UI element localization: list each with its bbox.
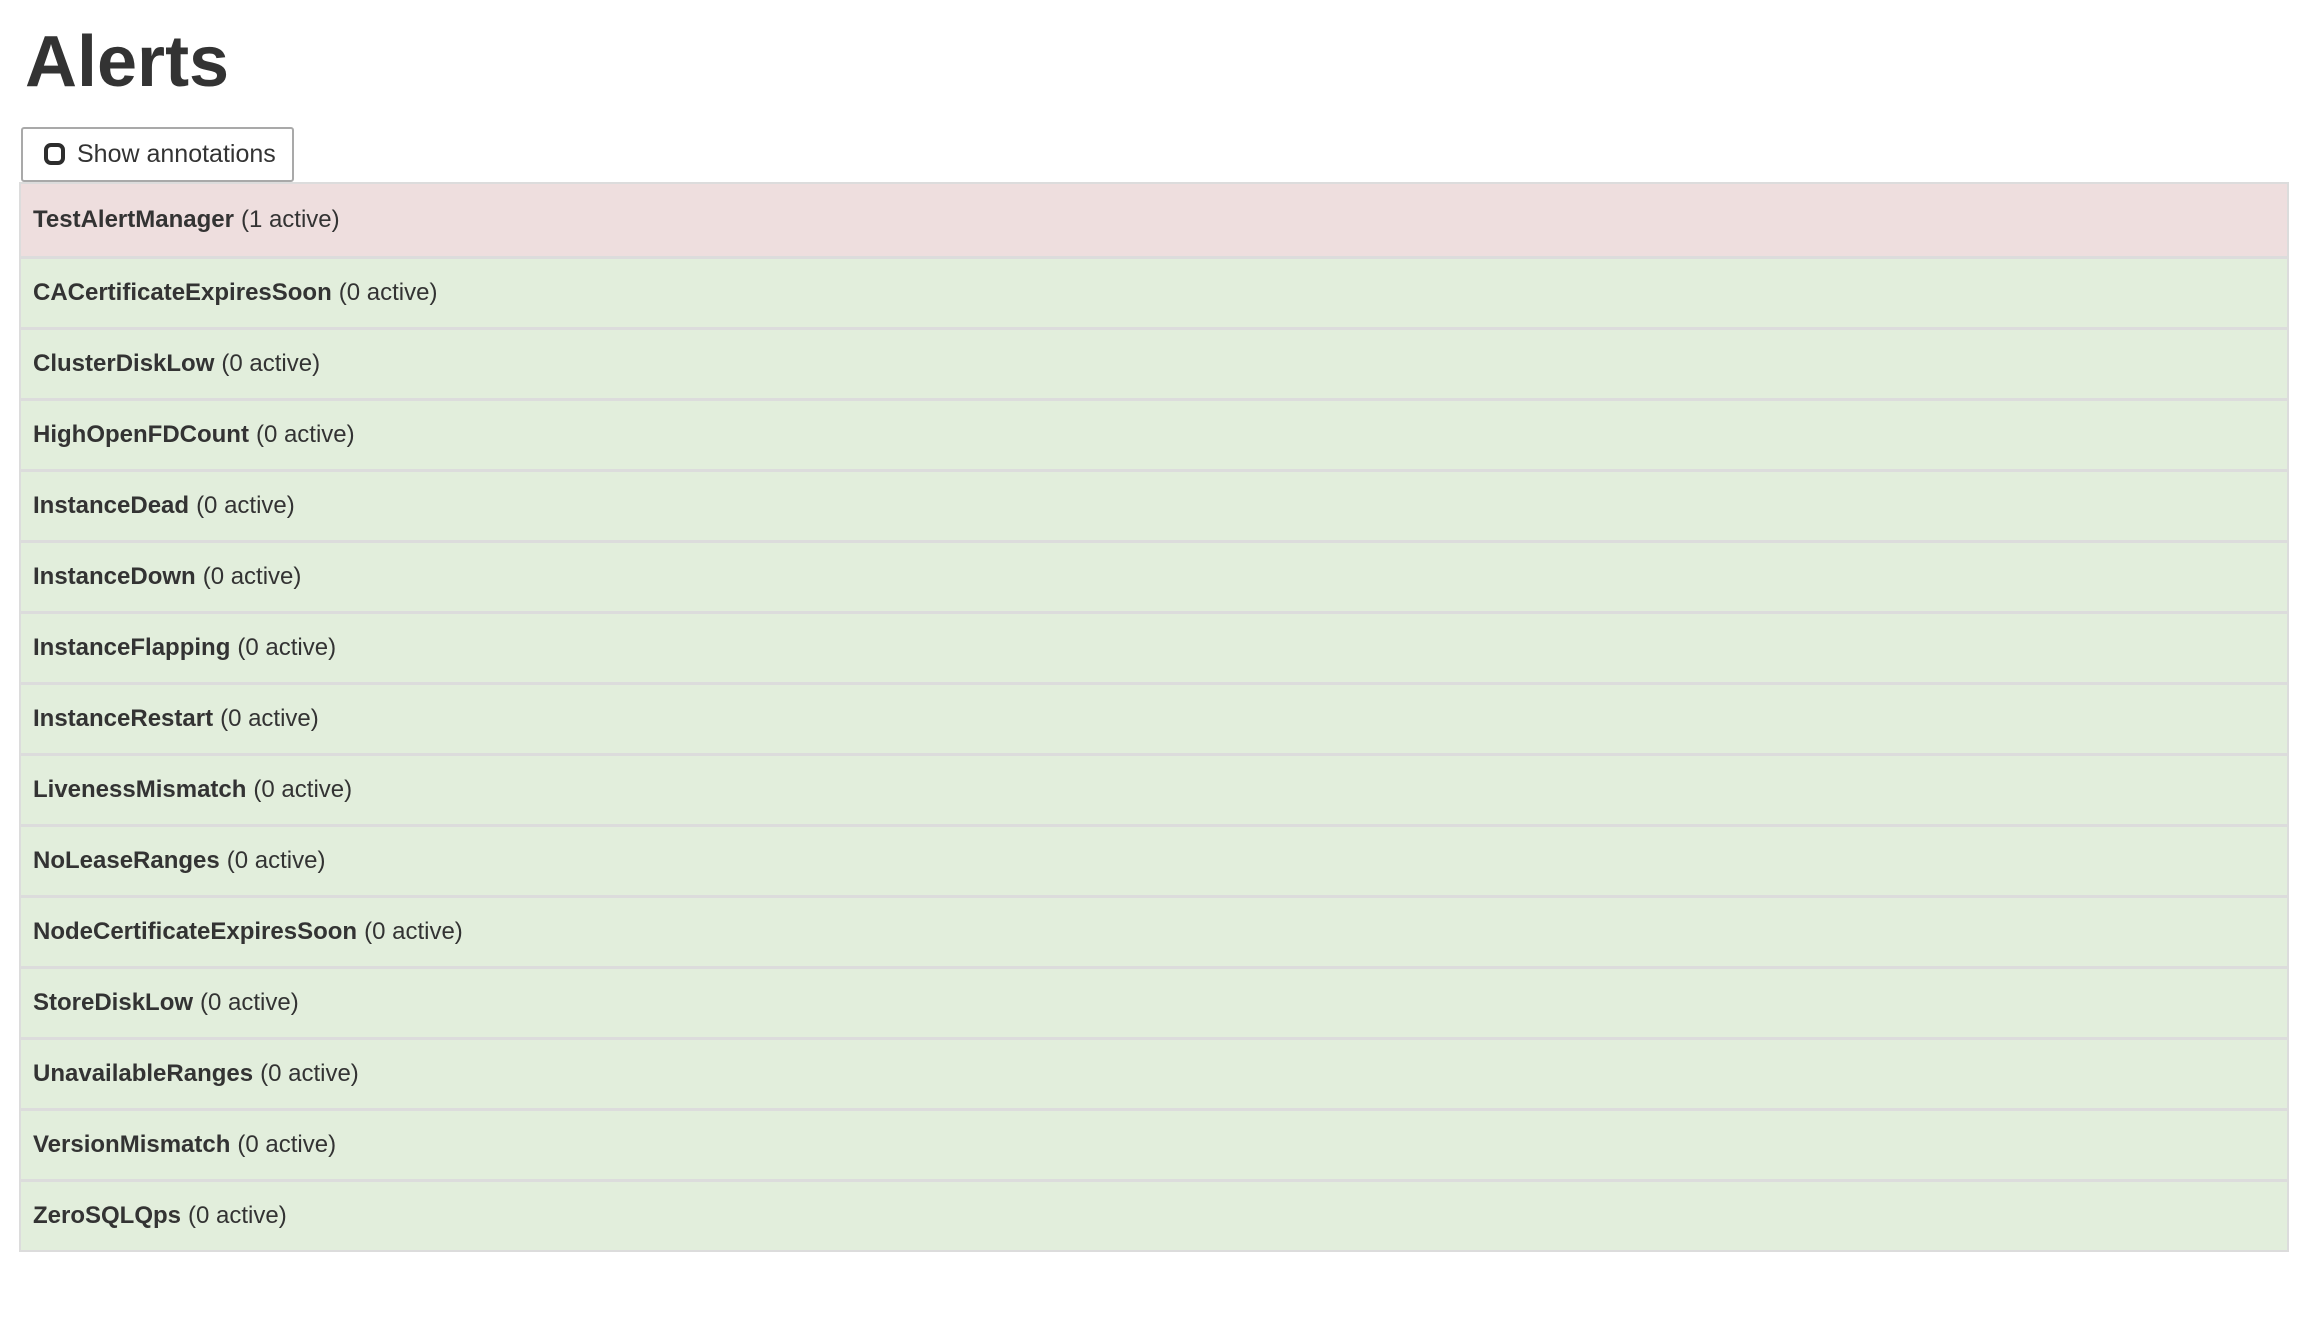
page-title: Alerts [25, 22, 230, 102]
alert-active-count: (0 active) [237, 633, 337, 661]
show-annotations-button[interactable]: Show annotations [21, 126, 294, 182]
alert-row[interactable]: HighOpenFDCount (0 active) [21, 397, 2287, 469]
alerts-table: TestAlertManager (1 active) CACertificat… [19, 181, 2289, 1252]
alert-row[interactable]: NoLeaseRanges (0 active) [21, 823, 2287, 895]
alert-name: StoreDiskLow [33, 988, 194, 1016]
alert-row[interactable]: TestAlertManager (1 active) [21, 183, 2287, 256]
alert-name: NoLeaseRanges [33, 846, 220, 874]
alert-active-count: (0 active) [338, 278, 438, 306]
alert-row[interactable]: NodeCertificateExpiresSoon (0 active) [21, 894, 2287, 966]
alert-row[interactable]: InstanceRestart (0 active) [21, 681, 2287, 753]
alert-row[interactable]: ClusterDiskLow (0 active) [21, 326, 2287, 398]
show-annotations-label: Show annotations [77, 139, 276, 168]
alert-name: HighOpenFDCount [33, 420, 249, 448]
alert-name: ClusterDiskLow [33, 349, 215, 377]
alert-active-count: (0 active) [200, 988, 299, 1016]
alert-name: InstanceDown [33, 562, 196, 590]
alert-name: UnavailableRanges [33, 1059, 254, 1087]
alert-name: InstanceFlapping [33, 633, 231, 661]
alert-row[interactable]: InstanceDead (0 active) [21, 468, 2287, 540]
alert-name: NodeCertificateExpiresSoon [33, 917, 358, 945]
alert-active-count: (0 active) [202, 562, 302, 590]
alert-row[interactable]: VersionMismatch (0 active) [21, 1107, 2287, 1179]
alert-active-count: (0 active) [196, 491, 295, 519]
alert-row[interactable]: CACertificateExpiresSoon (0 active) [21, 255, 2287, 327]
alert-row[interactable]: InstanceFlapping (0 active) [21, 610, 2287, 682]
alert-name: CACertificateExpiresSoon [33, 278, 332, 306]
alert-active-count: (0 active) [364, 917, 463, 945]
alert-name: LivenessMismatch [33, 775, 247, 803]
alert-active-count: (0 active) [255, 420, 355, 448]
alert-row[interactable]: ZeroSQLQps (0 active) [21, 1178, 2287, 1250]
alert-name: InstanceDead [33, 491, 190, 519]
alert-row[interactable]: UnavailableRanges (0 active) [21, 1036, 2287, 1108]
alert-name: InstanceRestart [33, 704, 214, 732]
alert-active-count: (0 active) [221, 349, 321, 377]
alert-active-count: (0 active) [188, 1201, 287, 1229]
alert-active-count: (0 active) [253, 775, 353, 803]
alert-name: TestAlertManager [33, 205, 234, 233]
alert-name: ZeroSQLQps [33, 1201, 182, 1229]
alert-active-count: (0 active) [237, 1130, 337, 1158]
alert-row[interactable]: LivenessMismatch (0 active) [21, 752, 2287, 824]
alert-name: VersionMismatch [33, 1130, 231, 1158]
alert-active-count: (1 active) [240, 205, 340, 233]
alert-row[interactable]: StoreDiskLow (0 active) [21, 965, 2287, 1037]
alert-active-count: (0 active) [220, 704, 319, 732]
alert-active-count: (0 active) [226, 846, 326, 874]
checkbox-unchecked-icon[interactable] [44, 143, 65, 166]
alert-active-count: (0 active) [260, 1059, 359, 1087]
alert-row[interactable]: InstanceDown (0 active) [21, 539, 2287, 611]
